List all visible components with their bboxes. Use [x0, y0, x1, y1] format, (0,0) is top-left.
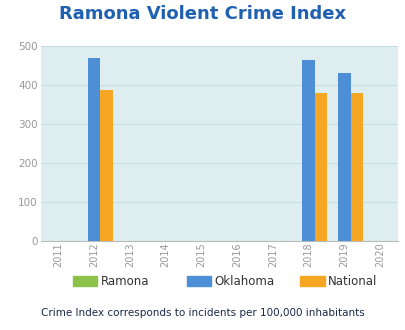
Text: National: National — [327, 275, 377, 288]
Bar — [314, 93, 326, 241]
Text: Ramona Violent Crime Index: Ramona Violent Crime Index — [59, 5, 346, 23]
Bar — [302, 60, 314, 241]
Bar — [337, 73, 350, 241]
Bar — [88, 58, 100, 241]
Text: Oklahoma: Oklahoma — [214, 275, 274, 288]
Text: Crime Index corresponds to incidents per 100,000 inhabitants: Crime Index corresponds to incidents per… — [41, 309, 364, 318]
Bar — [100, 90, 113, 241]
Bar — [350, 93, 362, 241]
Text: Ramona: Ramona — [100, 275, 149, 288]
